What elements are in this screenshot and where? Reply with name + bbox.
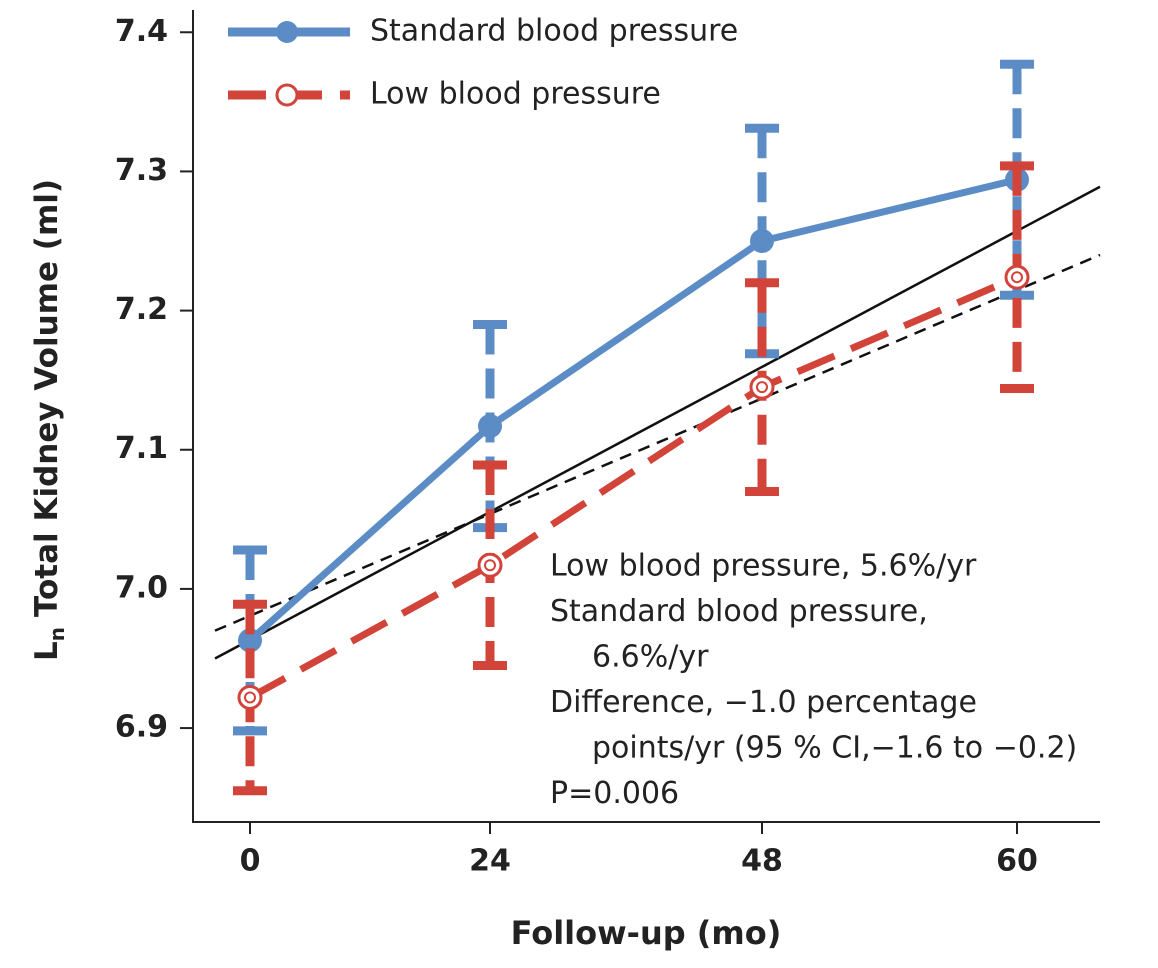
point	[1004, 264, 1030, 290]
y-tick-label: 7.2	[115, 292, 168, 327]
x-tick-label: 48	[741, 844, 783, 879]
x-tick-label: 24	[469, 844, 511, 879]
annotation-line: Low blood pressure, 5.6%/yr	[550, 549, 977, 584]
y-tick-label: 7.1	[115, 431, 168, 466]
trend-line	[214, 253, 1101, 632]
legend-label: Standard blood pressure	[370, 14, 738, 49]
series-line	[248, 273, 1019, 701]
point	[237, 684, 263, 710]
y-axis-label: Ln Total Kidney Volume (ml)	[29, 179, 69, 661]
point	[477, 552, 503, 578]
x-tick-label: 60	[996, 844, 1038, 879]
point	[238, 628, 262, 653]
annotation-line: P=0.006	[550, 776, 679, 811]
point-inner	[484, 559, 496, 572]
point-inner	[244, 691, 256, 704]
y-label-sub: n	[45, 627, 69, 641]
point	[749, 374, 775, 400]
annotation-line: Standard blood pressure,	[550, 594, 928, 629]
y-label-prefix: L	[29, 641, 65, 661]
y-tick-label: 7.0	[115, 570, 168, 605]
y-tick-label: 7.4	[115, 14, 168, 49]
y-tick-label: 6.9	[115, 710, 168, 745]
point	[478, 414, 502, 439]
legend-label: Low blood pressure	[370, 77, 661, 112]
x-tick-label: 0	[240, 844, 261, 879]
series-line	[247, 176, 1018, 644]
y-label-text: Total Kidney Volume (ml)	[29, 179, 65, 617]
annotation-line: Difference, −1.0 percentage	[550, 685, 977, 720]
point	[750, 229, 774, 254]
annotation-line: 6.6%/yr	[592, 640, 709, 675]
point-inner	[756, 381, 768, 394]
legend-marker	[276, 21, 298, 43]
x-axis-label: Follow-up (mo)	[511, 914, 782, 952]
trend-line	[214, 185, 1101, 660]
y-tick-label: 7.3	[115, 153, 168, 188]
legend-marker	[275, 83, 299, 107]
annotation-line: points/yr (95 % CI,−1.6 to −0.2)	[592, 731, 1077, 766]
point-inner	[1011, 271, 1023, 284]
